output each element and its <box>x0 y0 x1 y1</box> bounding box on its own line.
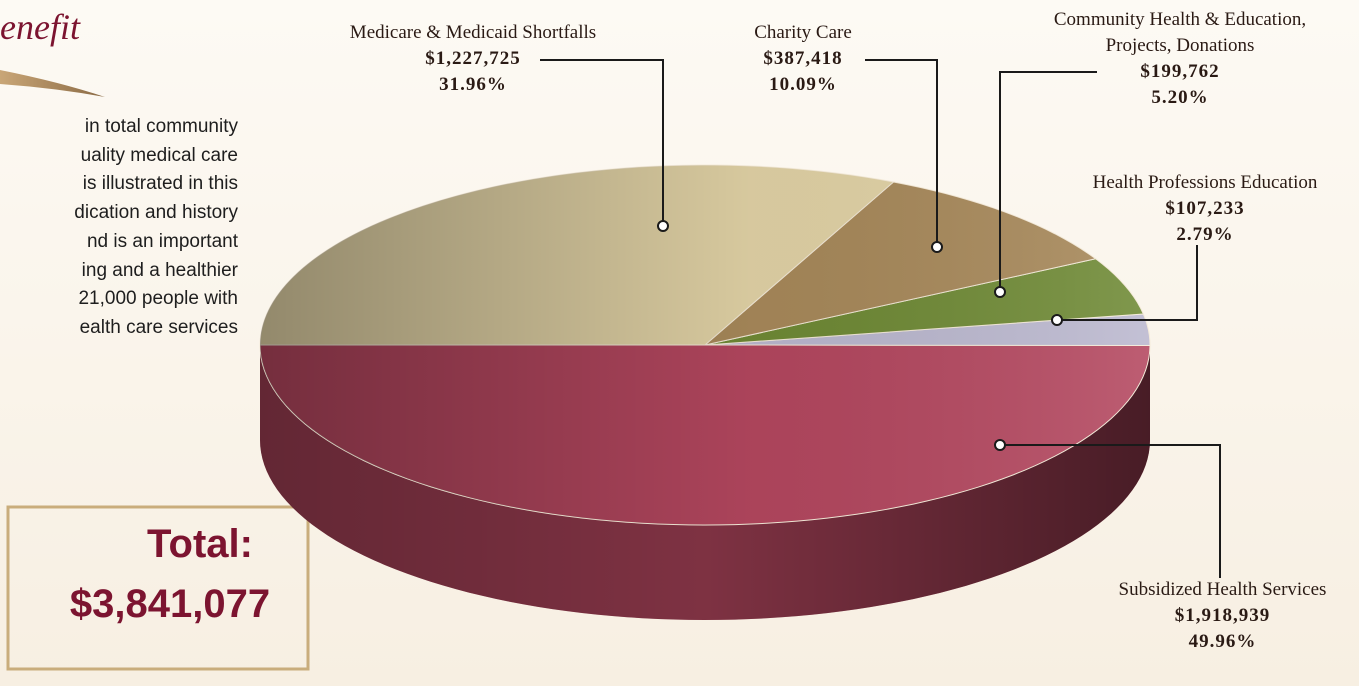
value-label: $199,762 <box>1140 61 1220 82</box>
leader-dot <box>1051 314 1063 326</box>
slice-label: Charity Care $387,418 10.09% <box>703 20 903 98</box>
leader-dot <box>657 220 669 232</box>
pie-shade <box>260 165 1150 525</box>
slice-label: Medicare & Medicaid Shortfalls $1,227,72… <box>293 20 653 98</box>
category-label: Subsidized Health Services <box>1118 579 1327 600</box>
slice-label: Subsidized Health Services $1,918,939 49… <box>1050 577 1359 655</box>
share-label: 2.79% <box>1176 224 1234 245</box>
total-value: $3,841,077 <box>69 582 271 626</box>
leader-line <box>865 59 938 247</box>
paragraph-line: ealth care services <box>79 316 238 338</box>
paragraph-line: 21,000 people with <box>78 288 238 310</box>
category-label: Medicare & Medicaid Shortfalls <box>349 22 597 43</box>
paragraph: in total community uality medical care i… <box>74 113 238 343</box>
value-label: $107,233 <box>1165 198 1245 219</box>
leaders <box>540 59 1221 578</box>
leader-line <box>999 71 1097 292</box>
paragraph-line: ing and a healthier <box>81 259 238 281</box>
leader-line <box>1000 444 1221 578</box>
paragraph-line: nd is an important <box>86 230 238 252</box>
paragraph-line: is illustrated in this <box>82 173 238 195</box>
category-label: Charity Care <box>754 22 852 43</box>
value-label: $1,227,725 <box>425 48 521 69</box>
paragraph-line: uality medical care <box>80 144 238 166</box>
value-label: $1,918,939 <box>1174 605 1271 626</box>
leader-line <box>1057 245 1198 321</box>
value-label: $387,418 <box>763 48 843 69</box>
swoosh <box>0 70 105 97</box>
paragraph-line: in total community <box>84 116 238 137</box>
leader-dot <box>994 439 1006 451</box>
leader-dot <box>931 241 943 253</box>
share-label: 31.96% <box>439 74 507 95</box>
slice-label: Community Health & Education, Projects, … <box>1030 7 1330 111</box>
category-label: Community Health & Education, Projects, … <box>1053 9 1307 56</box>
category-label: Health Professions Education <box>1092 172 1318 193</box>
leader-dots <box>657 220 1063 451</box>
share-label: 10.09% <box>769 74 837 95</box>
share-label: 5.20% <box>1151 87 1209 108</box>
pie <box>259 164 1151 620</box>
leader-line <box>540 59 664 226</box>
total-title: Total: <box>147 522 253 566</box>
total-box <box>6 505 310 671</box>
slice-side-shade <box>260 345 1150 620</box>
slice-label: Health Professions Education $107,233 2.… <box>1040 170 1359 248</box>
paragraph-line: dication and history <box>74 202 238 224</box>
share-label: 49.96% <box>1188 631 1257 652</box>
heading: enefit <box>0 7 80 47</box>
leader-dot <box>994 286 1006 298</box>
